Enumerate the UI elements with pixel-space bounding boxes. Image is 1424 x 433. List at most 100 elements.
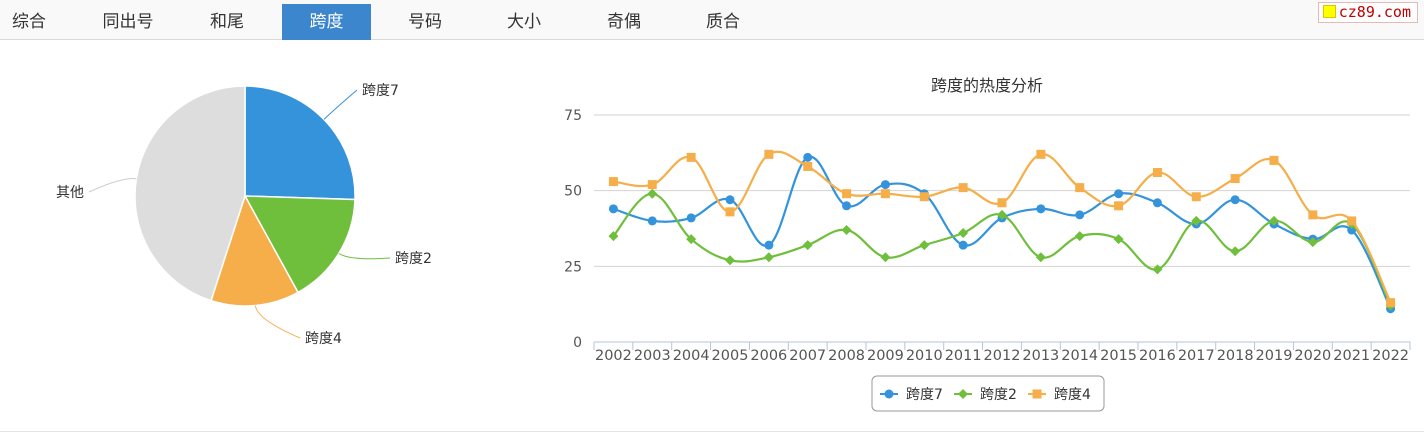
x-tick-label: 2017 [1178, 348, 1215, 364]
pie-slice[interactable] [244, 85, 356, 201]
data-point[interactable] [842, 201, 852, 211]
tab-span[interactable]: 跨度 [282, 4, 371, 40]
data-point[interactable] [880, 189, 890, 199]
data-point[interactable] [1386, 298, 1396, 308]
data-point[interactable] [725, 195, 735, 205]
data-point[interactable] [608, 177, 618, 187]
data-point[interactable] [686, 213, 696, 223]
data-point[interactable] [997, 209, 1007, 220]
data-point[interactable] [1230, 174, 1240, 184]
x-tick-label: 2006 [750, 348, 787, 364]
pie-label: 跨度2 [395, 251, 432, 267]
data-point[interactable] [1075, 210, 1085, 220]
data-point[interactable] [647, 188, 658, 199]
tab-odd-even[interactable]: 奇偶 [607, 12, 641, 32]
site-logo[interactable]: cz89.com [1317, 2, 1418, 23]
data-point[interactable] [1347, 216, 1357, 226]
data-point[interactable] [686, 234, 697, 245]
x-tick-label: 2013 [1022, 348, 1059, 364]
data-point[interactable] [1308, 210, 1318, 220]
data-point[interactable] [764, 240, 774, 250]
x-tick-label: 2003 [634, 348, 671, 364]
legend-marker[interactable] [958, 389, 968, 399]
data-point[interactable] [1307, 237, 1318, 248]
data-point[interactable] [608, 204, 618, 214]
data-point[interactable] [1035, 252, 1046, 263]
data-point[interactable] [841, 225, 852, 236]
data-point[interactable] [958, 240, 968, 250]
x-tick-label: 2002 [595, 348, 632, 364]
pie-label: 跨度4 [305, 331, 342, 347]
pie-chart: 跨度7 跨度2 跨度4 其他 [56, 83, 432, 347]
pie-label: 其他 [56, 185, 84, 201]
x-tick-label: 2012 [984, 348, 1021, 364]
x-tick-label: 2019 [1256, 348, 1293, 364]
data-point[interactable] [919, 240, 930, 251]
pie-slice[interactable] [210, 194, 300, 307]
data-point[interactable] [958, 183, 968, 193]
tab-number[interactable]: 号码 [408, 12, 442, 32]
tab-prime-composite[interactable]: 质合 [706, 12, 740, 32]
x-tick-label: 2011 [945, 348, 982, 364]
legend-label[interactable]: 跨度4 [1054, 387, 1091, 403]
data-point[interactable] [1269, 215, 1279, 226]
data-point[interactable] [958, 228, 969, 239]
data-point[interactable] [1230, 246, 1241, 257]
data-point[interactable] [802, 240, 813, 251]
legend-label[interactable]: 跨度2 [980, 387, 1017, 403]
pie-slice[interactable] [243, 195, 356, 294]
data-point[interactable] [608, 231, 619, 242]
data-point[interactable] [997, 198, 1007, 208]
data-point[interactable] [1036, 204, 1046, 214]
data-point[interactable] [1036, 149, 1046, 159]
data-point[interactable] [1114, 189, 1124, 199]
data-point[interactable] [1152, 264, 1163, 275]
data-point[interactable] [803, 152, 813, 162]
data-point[interactable] [647, 180, 657, 190]
series-line[interactable] [613, 155, 1392, 310]
x-tick-label: 2014 [1061, 348, 1098, 364]
data-point[interactable] [842, 189, 852, 199]
data-point[interactable] [919, 192, 929, 202]
series-group [608, 152, 1396, 314]
data-point[interactable] [763, 252, 774, 263]
legend-marker[interactable] [884, 389, 894, 399]
data-point[interactable] [764, 149, 774, 159]
data-point[interactable] [1269, 155, 1279, 165]
data-point[interactable] [1230, 195, 1240, 205]
legend-box [871, 375, 1105, 412]
legend: 跨度7 跨度2 跨度4 [871, 375, 1105, 412]
data-point[interactable] [880, 252, 891, 263]
x-tick-label: 2008 [828, 348, 865, 364]
x-tick-label: 2015 [1100, 348, 1137, 364]
x-tick-label: 2018 [1217, 348, 1254, 364]
data-point[interactable] [686, 152, 696, 162]
tab-overview[interactable]: 综合 [12, 12, 46, 32]
pie-connector [254, 305, 301, 339]
data-point[interactable] [725, 255, 735, 266]
data-point[interactable] [1075, 183, 1085, 193]
tab-big-small[interactable]: 大小 [507, 12, 541, 32]
y-tick-label: 50 [564, 184, 582, 200]
data-point[interactable] [647, 216, 657, 226]
data-point[interactable] [880, 180, 890, 190]
tab-sum-tail[interactable]: 和尾 [210, 12, 244, 32]
data-point[interactable] [1152, 168, 1162, 178]
data-point[interactable] [1074, 231, 1085, 242]
legend-label[interactable]: 跨度7 [906, 387, 943, 403]
chart-title: 跨度的热度分析 [931, 76, 1043, 95]
legend-marker[interactable] [1032, 389, 1042, 399]
data-point[interactable] [1113, 234, 1124, 245]
data-point[interactable] [1152, 198, 1162, 208]
data-point[interactable] [803, 161, 813, 171]
data-point[interactable] [1191, 192, 1201, 202]
x-tick-label: 2021 [1333, 348, 1370, 364]
x-tick-label: 2004 [673, 348, 710, 364]
x-tick-label: 2016 [1139, 348, 1176, 364]
data-point[interactable] [725, 207, 735, 217]
data-point[interactable] [1191, 215, 1202, 226]
tab-same-numbers[interactable]: 同出号 [102, 12, 154, 32]
data-point[interactable] [1114, 201, 1124, 211]
x-tick-label: 2007 [789, 348, 826, 364]
